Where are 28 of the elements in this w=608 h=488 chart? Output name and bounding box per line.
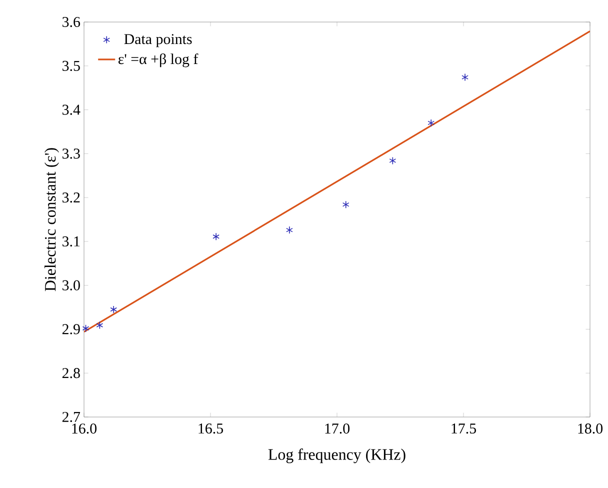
x-tick-label: 18.0 [578,424,603,434]
point [462,73,468,82]
x-axis-title: Log frequency (KHz) [268,448,406,464]
legend-label: ε' =α +β log f [118,53,198,68]
y-tick-label: 3.1 [62,236,80,247]
x-tick-label: 16.5 [198,424,223,434]
point [286,226,293,234]
point [82,324,90,332]
y-tick-label: 3.4 [62,104,80,115]
y-tick-label: 3.6 [62,16,80,28]
point [212,232,220,241]
point [96,321,104,330]
point [110,306,118,314]
x-tick-label: 16.0 [72,424,97,434]
y-axis-title: Dielectric constant (ε') [44,148,59,292]
y-tick-label: 3.2 [62,192,80,203]
point [428,119,435,127]
y-tick-label: 2.9 [62,324,80,334]
y-tick-label: 2.8 [62,368,80,378]
y-tick-label: 3.5 [62,60,80,71]
y-tick-label: 3.3 [62,148,80,159]
x-tick-label: 17.5 [452,424,476,434]
point [389,156,396,165]
y-tick-label: 2.7 [62,412,80,422]
legend-label: Data points [124,34,192,48]
x-tick-label: 17.0 [325,424,350,434]
y-tick-label: 3.0 [62,280,80,290]
point [342,200,350,208]
